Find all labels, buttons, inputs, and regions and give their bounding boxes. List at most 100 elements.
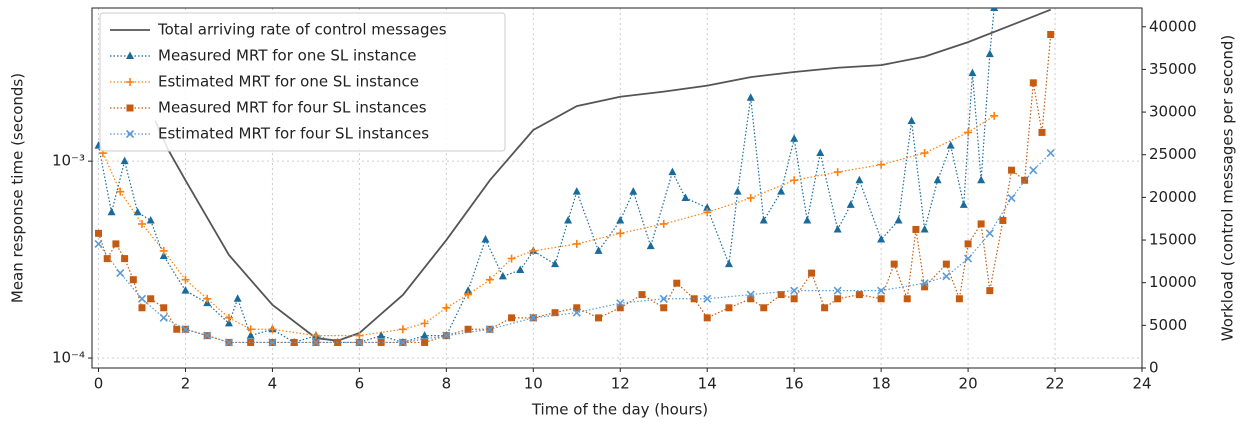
- marker: [116, 187, 125, 196]
- marker: [846, 200, 855, 208]
- marker: [803, 215, 812, 224]
- marker: [646, 241, 655, 250]
- marker: [659, 294, 668, 303]
- marker: [112, 240, 120, 248]
- marker: [126, 104, 134, 112]
- marker: [573, 304, 581, 312]
- marker: [203, 294, 212, 303]
- marker: [733, 187, 742, 195]
- marker: [290, 338, 298, 346]
- marker: [120, 156, 129, 165]
- marker: [464, 286, 473, 294]
- marker: [129, 276, 137, 284]
- marker: [777, 291, 785, 299]
- x-tick-label: 6: [355, 375, 365, 393]
- marker: [420, 319, 429, 328]
- marker: [421, 338, 429, 346]
- x-tick-label: 24: [1132, 375, 1151, 393]
- series-line: [97, 8, 995, 344]
- marker: [760, 304, 768, 312]
- marker: [821, 304, 829, 312]
- marker: [246, 325, 255, 334]
- marker: [790, 286, 799, 295]
- x-tick-label: 8: [442, 375, 452, 393]
- marker: [572, 187, 581, 195]
- marker: [616, 215, 625, 224]
- marker: [616, 299, 625, 308]
- marker: [311, 338, 320, 347]
- marker: [1029, 79, 1037, 87]
- marker: [442, 303, 451, 312]
- marker: [173, 325, 181, 333]
- marker: [121, 255, 129, 263]
- marker: [920, 224, 929, 233]
- marker: [485, 275, 494, 284]
- marker: [759, 215, 768, 224]
- marker: [946, 141, 955, 149]
- marker: [964, 240, 972, 248]
- marker: [508, 314, 516, 322]
- x-tick-label: 22: [1045, 375, 1064, 393]
- x-axis-label: Time of the day (hours): [531, 401, 708, 419]
- marker: [777, 187, 786, 195]
- marker: [181, 286, 190, 294]
- y2-tick-label: 5000: [1149, 316, 1187, 334]
- marker: [551, 309, 559, 317]
- marker: [498, 271, 507, 280]
- marker: [990, 111, 999, 120]
- marker: [659, 219, 668, 228]
- marker: [442, 331, 451, 340]
- x-tick-label: 10: [524, 375, 543, 393]
- marker: [138, 304, 146, 312]
- marker: [551, 259, 560, 268]
- marker: [877, 295, 885, 303]
- marker: [181, 275, 190, 284]
- legend-label: Estimated MRT for one SL instance: [158, 73, 419, 91]
- marker: [703, 294, 712, 303]
- marker: [95, 229, 103, 237]
- marker: [921, 283, 929, 291]
- marker: [224, 338, 234, 347]
- marker: [877, 235, 886, 243]
- marker: [516, 265, 525, 274]
- marker: [999, 216, 1007, 224]
- marker: [137, 294, 147, 303]
- marker: [833, 286, 842, 295]
- marker: [985, 49, 994, 58]
- marker: [790, 176, 799, 185]
- x-tick-label: 18: [872, 375, 891, 393]
- marker: [464, 290, 473, 299]
- marker: [907, 116, 916, 125]
- y-tick-label: 10⁻⁴: [52, 349, 85, 367]
- marker: [181, 325, 190, 334]
- marker: [355, 331, 364, 340]
- series-line: [154, 8, 1052, 342]
- marker: [224, 318, 233, 327]
- marker: [107, 207, 116, 216]
- legend-label: Measured MRT for one SL instance: [158, 47, 417, 65]
- marker: [790, 295, 798, 303]
- marker: [420, 331, 429, 339]
- y2-tick-label: 35000: [1149, 60, 1197, 78]
- x-tick-label: 2: [181, 375, 191, 393]
- x-tick-label: 14: [698, 375, 717, 393]
- marker: [681, 193, 690, 202]
- y-axis-label: Mean response time (seconds): [9, 73, 27, 303]
- marker: [964, 254, 973, 263]
- y2-tick-label: 40000: [1149, 17, 1197, 35]
- marker: [746, 93, 755, 101]
- marker: [268, 325, 277, 334]
- marker: [890, 260, 898, 268]
- marker: [703, 203, 712, 211]
- marker: [912, 225, 920, 233]
- marker: [673, 279, 681, 287]
- marker: [955, 295, 963, 303]
- marker: [746, 290, 755, 299]
- marker: [224, 313, 233, 322]
- marker: [894, 215, 903, 224]
- marker: [125, 129, 135, 139]
- marker: [790, 134, 799, 142]
- marker: [703, 314, 711, 322]
